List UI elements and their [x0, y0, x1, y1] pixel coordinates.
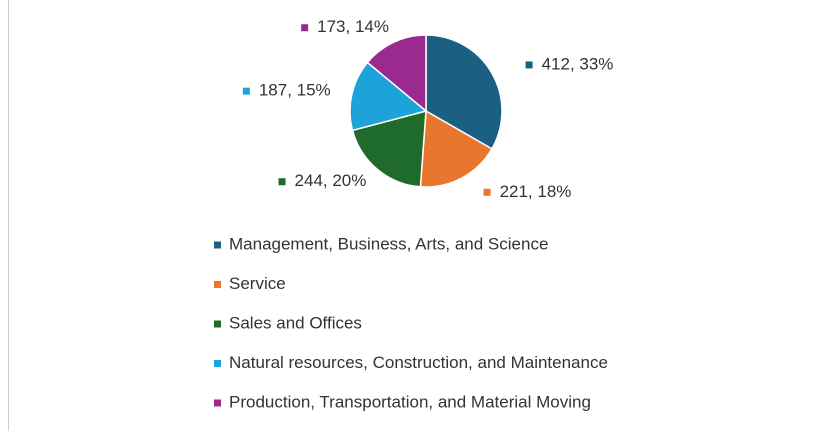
- legend-label: Service: [229, 274, 286, 293]
- label-marker: [525, 61, 533, 69]
- data-label: 412, 33%: [542, 54, 614, 73]
- label-marker: [483, 188, 491, 196]
- legend-marker: [214, 320, 221, 328]
- data-label: 244, 20%: [295, 171, 367, 190]
- legend-label: Management, Business, Arts, and Science: [229, 234, 548, 253]
- data-label: 221, 18%: [500, 182, 572, 201]
- legend-marker: [214, 241, 221, 249]
- label-marker: [278, 178, 286, 186]
- pie-slice: [349, 61, 428, 132]
- legend-label: Sales and Offices: [229, 313, 362, 332]
- legend-marker: [214, 399, 221, 407]
- pie-slice: [351, 110, 427, 188]
- label-marker: [301, 24, 309, 32]
- legend-label: Natural resources, Construction, and Mai…: [229, 353, 608, 372]
- legend-marker: [214, 281, 221, 288]
- pie-slice: [425, 34, 503, 150]
- data-label: 173, 14%: [317, 17, 389, 36]
- pie-slice: [419, 109, 493, 188]
- data-label: 187, 15%: [259, 81, 331, 100]
- pie-slice: [366, 34, 427, 113]
- label-marker: [242, 87, 250, 95]
- legend-marker: [214, 360, 221, 367]
- legend-label: Production, Transportation, and Material…: [229, 392, 591, 411]
